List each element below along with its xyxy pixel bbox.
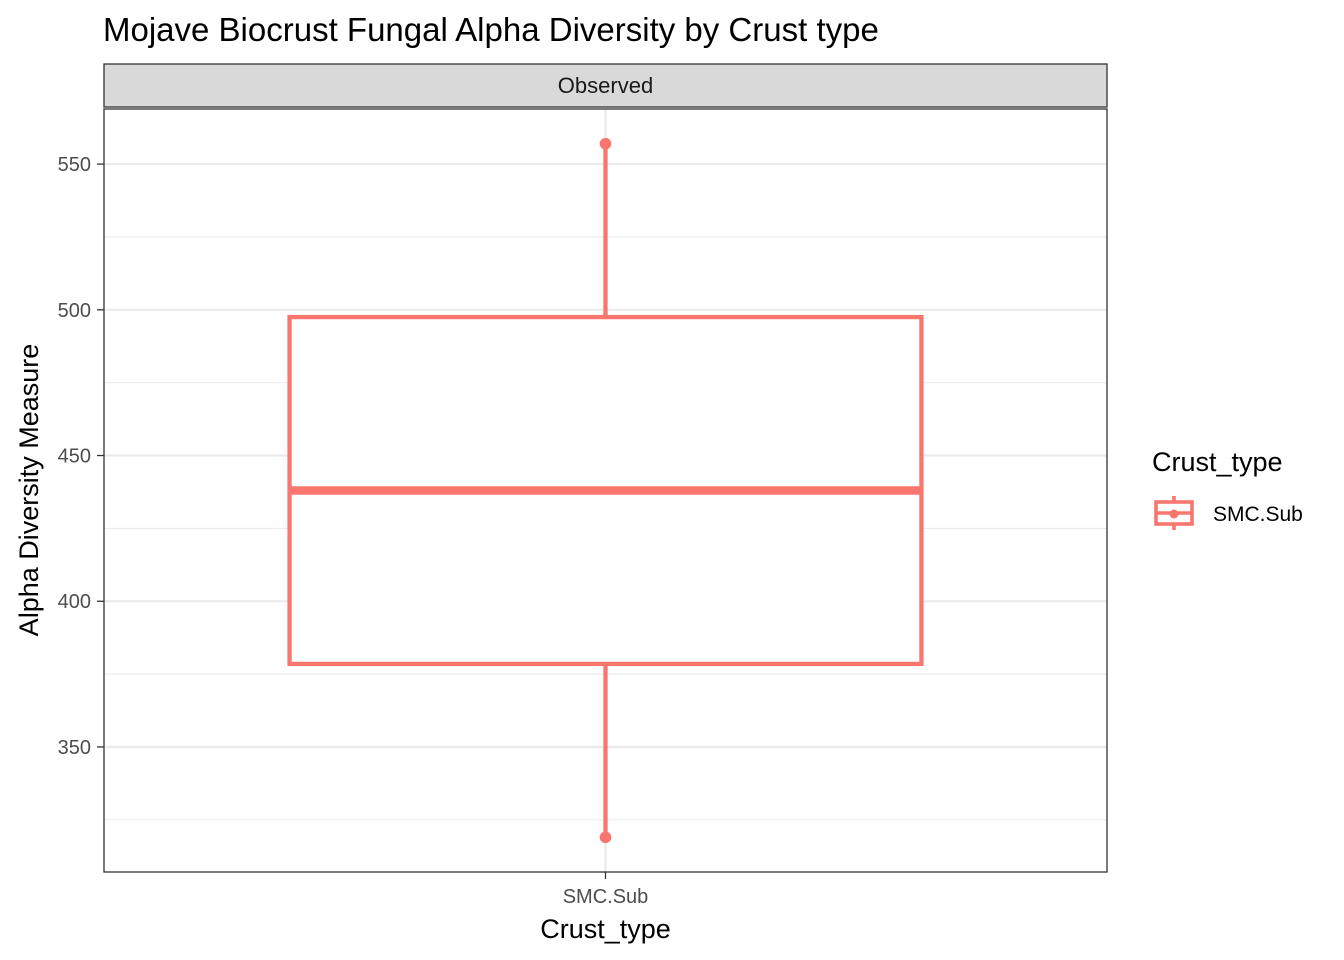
box-layer bbox=[287, 137, 924, 844]
y-tick-label: 350 bbox=[58, 737, 91, 759]
y-axis-title: Alpha Diversity Measure bbox=[14, 344, 44, 637]
y-tick-label: 500 bbox=[58, 300, 91, 322]
legend-label: SMC.Sub bbox=[1213, 503, 1303, 526]
legend-key-point bbox=[1169, 509, 1179, 519]
data-point bbox=[599, 137, 612, 150]
facet-strip-label: Observed bbox=[558, 73, 653, 98]
legend-title: Crust_type bbox=[1152, 447, 1283, 477]
y-axis: 350 400 450 500 550 bbox=[58, 154, 104, 759]
data-point bbox=[599, 831, 612, 844]
legend: Crust_type SMC.Sub bbox=[1152, 447, 1303, 530]
y-tick-label: 550 bbox=[58, 154, 91, 176]
y-tick-label: 450 bbox=[58, 446, 91, 468]
chart-title: Mojave Biocrust Fungal Alpha Diversity b… bbox=[103, 11, 879, 48]
x-tick-label: SMC.Sub bbox=[563, 886, 649, 908]
x-axis: SMC.Sub bbox=[563, 872, 649, 908]
y-tick-label: 400 bbox=[58, 591, 91, 613]
x-axis-title: Crust_type bbox=[540, 914, 671, 944]
facet-strip bbox=[103, 63, 1108, 108]
